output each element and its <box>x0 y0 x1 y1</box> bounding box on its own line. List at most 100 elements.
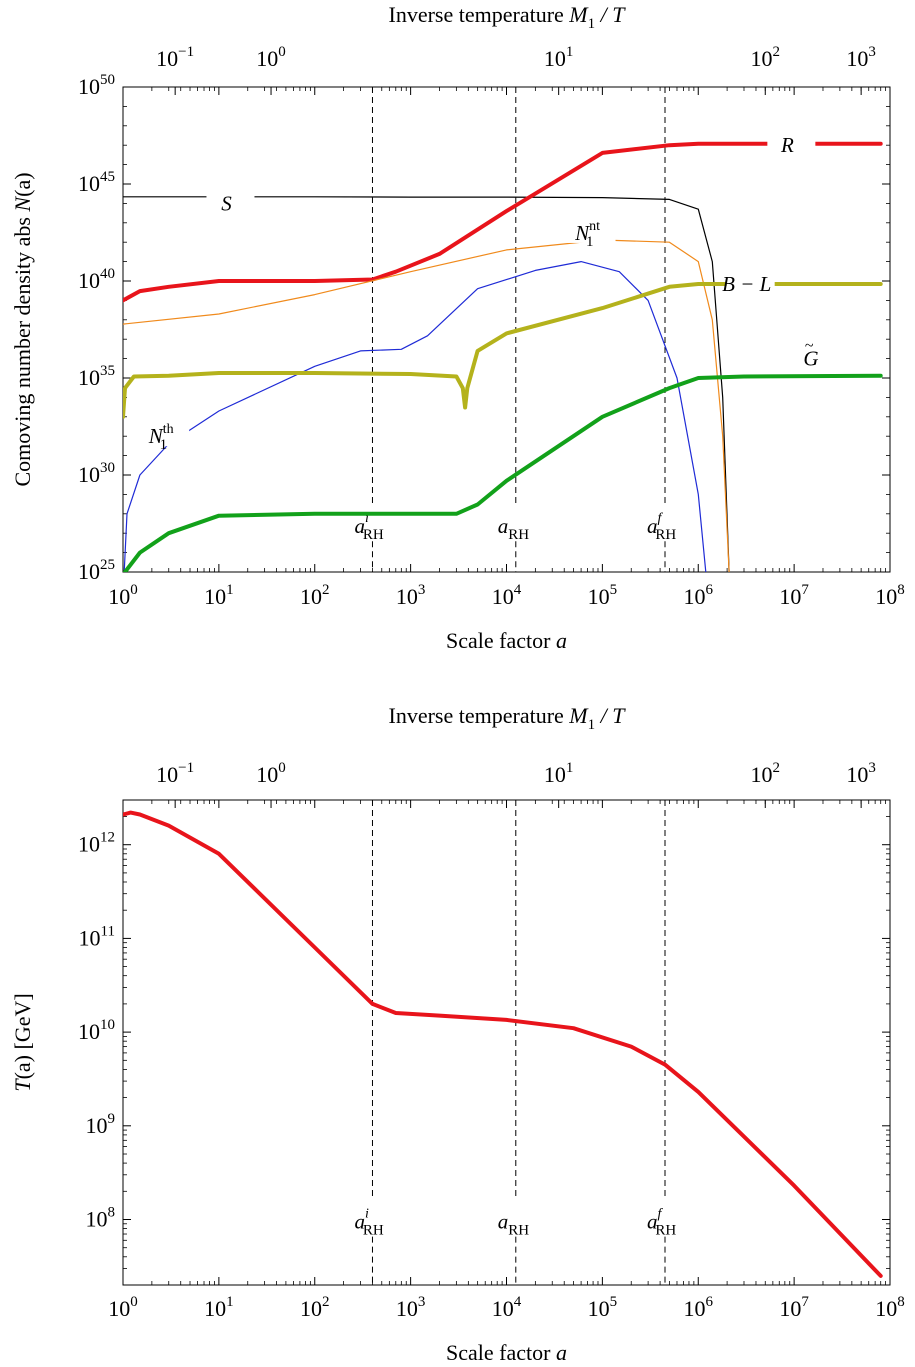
y-tick-base: 10 <box>78 74 100 99</box>
series-line-3 <box>123 261 707 572</box>
y-tick-base: 10 <box>78 365 100 390</box>
x-axis-title-var: a <box>556 628 567 653</box>
x-tick-exp: 6 <box>706 1294 714 1310</box>
series-label: S <box>221 191 232 215</box>
reheating-label-sup: f <box>658 1207 664 1222</box>
x-tick-label: 103 <box>396 582 426 609</box>
top-tick-exp: 1 <box>566 44 574 60</box>
panel-number-density: 100 101 102 103 104 105 106 107 1081025103010351… <box>10 2 905 653</box>
reheating-label-sub: RH <box>508 527 529 543</box>
y-tick-exp: 8 <box>108 1205 116 1221</box>
x-tick-exp: 1 <box>226 582 234 598</box>
reheating-label-main: a <box>354 514 365 538</box>
top-tick-base: 10 <box>256 762 278 787</box>
x-tick-label: 101 <box>204 582 234 609</box>
top-axis-title-tail: / T <box>595 2 626 27</box>
x-tick-exp: 3 <box>418 1294 426 1310</box>
x-tick-base: 10 <box>779 584 801 609</box>
top-axis-title-tail: / T <box>595 703 626 728</box>
series-label-sub: 1 <box>160 437 168 453</box>
top-tick-exp: 1 <box>566 760 574 776</box>
y-axis-title: Comoving number density abs N(a) <box>10 172 35 486</box>
reheating-label: af RH <box>647 1207 676 1239</box>
series-label-backdrop <box>567 216 616 243</box>
top-tick-exp: 2 <box>773 760 781 776</box>
x-axis-title-var: a <box>556 1340 567 1365</box>
x-tick-label: 104 <box>492 1294 522 1321</box>
x-tick-label: 100 <box>108 582 138 609</box>
series-line-0 <box>123 196 730 572</box>
top-tick-label: 102 <box>751 760 781 787</box>
top-tick-base: 10 <box>544 46 566 71</box>
panel-temperature: 100 101 102 103 104 105 106 107 1081081091010101… <box>10 703 905 1365</box>
top-axis-title-var: M <box>568 703 589 728</box>
x-tick-label: 107 <box>779 582 809 609</box>
series-label-sup: ~ <box>805 338 814 355</box>
x-tick-label: 103 <box>396 1294 426 1321</box>
x-tick-exp: 2 <box>322 1294 330 1310</box>
reheating-label-main: a <box>498 514 509 538</box>
minor-ticks <box>123 87 890 572</box>
x-tick-exp: 5 <box>610 582 618 598</box>
series-label-backdrop <box>791 342 840 369</box>
x-tick-label: 108 <box>875 582 905 609</box>
x-tick-base: 10 <box>492 1296 514 1321</box>
reheating-label-main: a <box>498 1210 509 1234</box>
y-tick-label: 1035 <box>78 363 115 390</box>
y-tick-exp: 11 <box>101 923 115 939</box>
x-tick-exp: 4 <box>514 582 522 598</box>
y-tick-exp: 30 <box>100 460 115 476</box>
y-tick-base: 10 <box>78 832 100 857</box>
reheating-label-sub: RH <box>655 527 676 543</box>
x-tick-label: 106 <box>684 1294 714 1321</box>
x-tick-base: 10 <box>396 1296 418 1321</box>
top-tick-exp: 3 <box>868 44 876 60</box>
y-tick-label: 1012 <box>78 830 115 857</box>
x-tick-base: 10 <box>204 584 226 609</box>
reheating-label-sub: RH <box>363 1223 384 1239</box>
top-tick-base: 10 <box>544 762 566 787</box>
series-label: Nnt 1 <box>574 219 600 250</box>
series-line-5 <box>123 373 883 572</box>
y-tick-label: 1011 <box>79 923 115 950</box>
top-tick-label: 100 <box>256 760 286 787</box>
series-label-backdrop <box>206 187 255 214</box>
reheating-label-sup: f <box>658 511 664 526</box>
top-axis-title-text: Inverse temperature <box>389 2 570 27</box>
x-tick-base: 10 <box>300 584 322 609</box>
y-tick-exp: 12 <box>100 830 115 846</box>
top-axis-title-sub: 1 <box>588 717 596 733</box>
x-tick-label: 105 <box>588 1294 618 1321</box>
y-axis-title-var: N <box>10 196 35 213</box>
x-tick-base: 10 <box>875 584 897 609</box>
y-tick-exp: 25 <box>100 557 115 573</box>
top-tick-label: 101 <box>544 760 574 787</box>
y-tick-base: 10 <box>78 1019 100 1044</box>
y-tick-base: 10 <box>78 462 100 487</box>
reheating-label-sub: RH <box>508 1223 529 1239</box>
y-tick-base: 10 <box>78 268 100 293</box>
y-tick-exp: 9 <box>108 1111 116 1127</box>
y-axis-title: T(a) [GeV] <box>10 993 35 1091</box>
x-tick-exp: 3 <box>418 582 426 598</box>
top-tick-base: 10 <box>156 762 178 787</box>
top-tick-exp: −1 <box>178 760 194 776</box>
x-tick-label: 107 <box>779 1294 809 1321</box>
reheating-label-main: a <box>647 1210 658 1234</box>
y-tick-label: 108 <box>86 1205 116 1232</box>
x-tick-exp: 8 <box>897 582 905 598</box>
x-axis-title: Scale factor a <box>446 1340 567 1365</box>
top-tick-base: 10 <box>751 762 773 787</box>
top-tick-exp: 0 <box>278 44 286 60</box>
series-line-0 <box>123 810 883 1278</box>
top-tick-base: 10 <box>156 46 178 71</box>
series-label: B − L <box>722 272 771 296</box>
series-label: Nth 1 <box>148 422 174 453</box>
series-label-backdrop <box>141 420 190 447</box>
top-tick-base: 10 <box>256 46 278 71</box>
x-tick-exp: 5 <box>610 1294 618 1310</box>
series-label-sub: 1 <box>586 234 594 250</box>
x-tick-base: 10 <box>492 584 514 609</box>
top-tick-label: 100 <box>256 44 286 71</box>
series-line-1 <box>123 141 883 303</box>
